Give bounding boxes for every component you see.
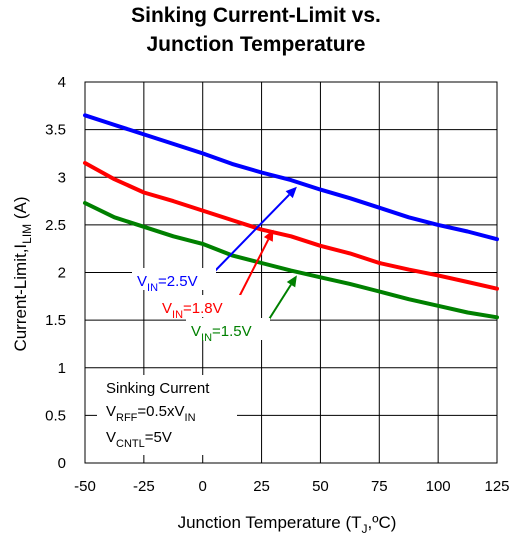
- annotation-vin-1-5: VIN=1.5V: [191, 323, 252, 344]
- chart-title-line-2: Junction Temperature: [146, 33, 366, 56]
- x-tick-label: 0: [199, 478, 207, 495]
- x-tick-label: -25: [133, 478, 155, 495]
- x-axis-label: Junction Temperature (TJ,ºC): [178, 513, 397, 535]
- annotation-vin-2-5: VIN=2.5V: [137, 273, 198, 294]
- y-tick-label: 0.5: [45, 407, 66, 424]
- y-tick-label: 3.5: [45, 122, 66, 139]
- x-tick-label: 50: [312, 478, 329, 495]
- note-vcntl: VCNTL=5V: [106, 429, 172, 450]
- y-tick-label: 2: [58, 265, 66, 282]
- annotation-arrow-head: [286, 275, 297, 288]
- annotation-arrows: [211, 186, 297, 325]
- note-box-bg: [97, 375, 237, 455]
- y-tick-label: 1: [58, 360, 66, 377]
- annotation-arrow-head: [263, 229, 274, 242]
- x-tick-label: -50: [74, 478, 96, 495]
- annotation-bg-vin-1-8: [157, 295, 241, 317]
- x-tick-labels: -50 -25 0 25 50 75 100 125: [74, 478, 509, 495]
- series-line: [83, 113, 499, 242]
- annotation-arrow-head: [285, 186, 297, 199]
- annotation-bg-vin-1-5: [186, 318, 270, 340]
- annotation-arrow-line: [236, 238, 270, 302]
- note-sinking-current: Sinking Current: [106, 380, 210, 397]
- annotation-vin-1-8: VIN=1.8V: [162, 300, 223, 321]
- series-line: [83, 161, 499, 291]
- y-tick-label: 4: [58, 74, 66, 91]
- y-axis-label: Current-Limit,ILIM (A): [11, 196, 34, 351]
- y-tick-labels: 0 0.5 1 1.5 2 2.5 3 3.5 4: [45, 74, 66, 472]
- y-tick-label: 2.5: [45, 217, 66, 234]
- annotation-arrow-line: [211, 193, 290, 275]
- y-tick-label: 0: [58, 455, 66, 472]
- y-tick-label: 1.5: [45, 312, 66, 329]
- plot-frame: [84, 81, 498, 464]
- chart-title-line-1: Sinking Current-Limit vs.: [131, 4, 381, 27]
- y-tick-label: 3: [58, 169, 66, 186]
- series-lines: [83, 113, 499, 320]
- x-tick-label: 75: [371, 478, 388, 495]
- note-vrff: VRFF=0.5xVIN: [106, 403, 196, 424]
- x-tick-label: 100: [426, 478, 451, 495]
- annotation-bg-vin-2-5: [132, 268, 216, 290]
- x-tick-label: 25: [253, 478, 270, 495]
- x-tick-label: 125: [484, 478, 509, 495]
- series-line: [83, 201, 499, 320]
- annotation-arrow-line: [265, 284, 292, 325]
